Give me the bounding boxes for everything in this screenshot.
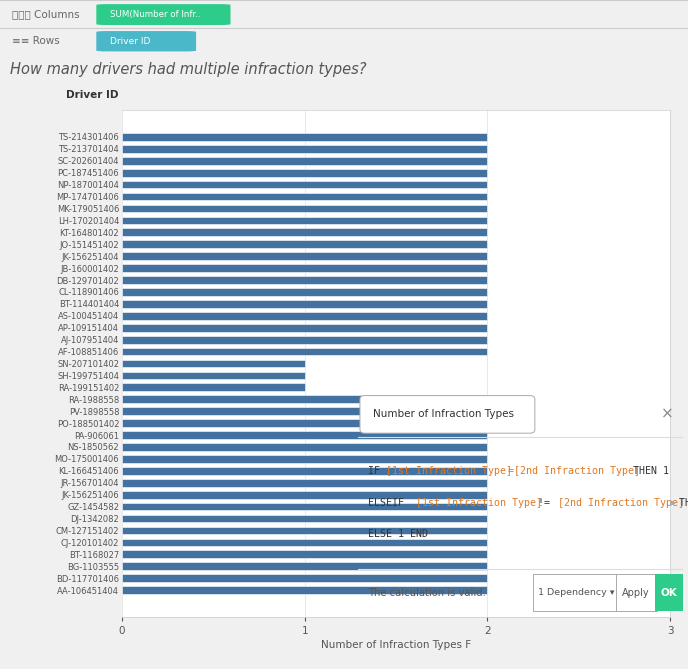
Text: THEN 1: THEN 1 [627, 466, 669, 476]
Bar [122, 586, 487, 594]
Text: ×: × [660, 407, 674, 422]
FancyBboxPatch shape [533, 574, 617, 611]
Bar [122, 264, 487, 272]
Bar [122, 348, 487, 355]
Bar [122, 563, 487, 570]
Bar [122, 467, 487, 475]
Bar [122, 432, 487, 439]
Text: !=: != [538, 498, 556, 508]
Text: ▶: ▶ [670, 498, 677, 507]
FancyBboxPatch shape [616, 574, 657, 611]
FancyBboxPatch shape [96, 4, 230, 25]
Text: Driver ID: Driver ID [110, 37, 151, 45]
X-axis label: Number of Infraction Types F: Number of Infraction Types F [321, 640, 471, 650]
Bar [122, 407, 487, 415]
Bar [122, 169, 487, 177]
Bar [122, 217, 487, 224]
Bar [122, 312, 487, 320]
Bar [122, 443, 487, 451]
Bar [122, 288, 487, 296]
Text: ⦀⦀⦀ Columns: ⦀⦀⦀ Columns [12, 9, 80, 19]
Bar [122, 360, 305, 367]
Text: =[2nd Infraction Type]: =[2nd Infraction Type] [508, 466, 641, 476]
Bar [122, 574, 487, 582]
FancyBboxPatch shape [96, 31, 196, 52]
Text: THEN 2: THEN 2 [674, 498, 688, 508]
Bar [122, 455, 487, 463]
Bar [122, 240, 487, 248]
Bar [122, 527, 487, 535]
Bar [122, 205, 487, 212]
Bar [122, 336, 487, 343]
Text: ≡≡ Rows: ≡≡ Rows [12, 36, 60, 46]
Text: OK: OK [660, 587, 678, 597]
Bar [122, 252, 487, 260]
Text: How many drivers had multiple infraction types?: How many drivers had multiple infraction… [10, 62, 367, 77]
Bar [122, 157, 487, 165]
Text: Apply: Apply [623, 587, 650, 597]
Bar [122, 133, 487, 140]
Text: ELSEIF: ELSEIF [368, 498, 410, 508]
Bar [122, 228, 487, 236]
Text: IF: IF [368, 466, 386, 476]
Text: [1st Infraction Type]: [1st Infraction Type] [416, 498, 542, 508]
Bar [122, 181, 487, 189]
Text: Driver ID: Driver ID [66, 90, 118, 100]
Text: Number of Infraction Types: Number of Infraction Types [373, 409, 514, 419]
Bar [122, 383, 305, 391]
Bar [122, 551, 487, 558]
Bar [122, 502, 487, 510]
Bar [122, 395, 487, 403]
Bar [122, 491, 487, 498]
Text: SUM(Number of Infr..: SUM(Number of Infr.. [110, 10, 201, 19]
Text: 1 Dependency ▾: 1 Dependency ▾ [538, 588, 614, 597]
FancyBboxPatch shape [360, 395, 535, 433]
Bar [122, 479, 487, 486]
Bar [122, 419, 487, 427]
Bar [122, 300, 487, 308]
Text: ELSE 1 END: ELSE 1 END [368, 529, 428, 539]
Bar [122, 324, 487, 332]
Bar [122, 145, 487, 153]
Text: [1st Infraction Type]: [1st Infraction Type] [387, 466, 513, 476]
FancyBboxPatch shape [655, 574, 683, 611]
Bar [122, 539, 487, 547]
Bar [122, 371, 305, 379]
Bar [122, 514, 487, 522]
Bar [122, 193, 487, 201]
Text: [2nd Infraction Type]: [2nd Infraction Type] [558, 498, 684, 508]
Text: The calculation is valid.: The calculation is valid. [368, 588, 486, 598]
Bar [122, 276, 487, 284]
